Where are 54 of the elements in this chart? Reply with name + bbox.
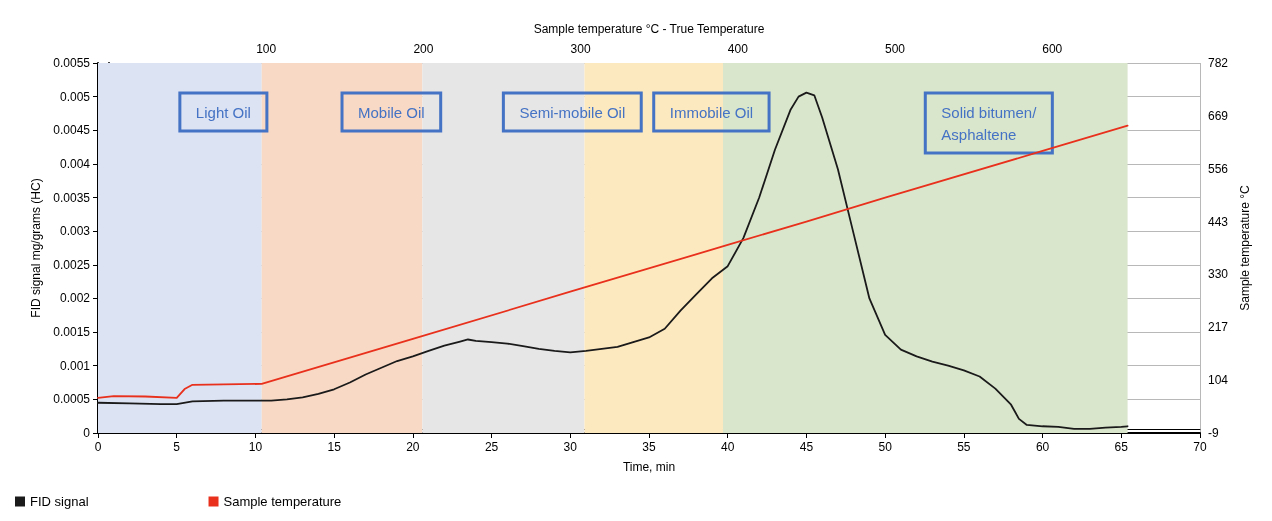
x2-tick-label: 400	[727, 42, 749, 56]
band-label: Immobile Oil	[669, 103, 754, 121]
line-series	[97, 91, 1129, 430]
x-tick-label: 0	[94, 440, 102, 454]
y2-tick-label: 669	[1208, 108, 1229, 123]
x-tick-label: 60	[1035, 440, 1050, 454]
band-label: Semi-mobile Oil	[519, 103, 626, 121]
y2-tick-label: 217	[1208, 320, 1229, 335]
y2-tick-label: 782	[1208, 56, 1229, 70]
y2-tick-label: 104	[1208, 373, 1229, 388]
y-tick-label: 0.0045	[53, 123, 91, 138]
x-tick-label: 55	[957, 440, 971, 454]
x-tick-label: 30	[563, 440, 578, 454]
x-tick-label: 25	[484, 440, 499, 454]
x-tick-label: 15	[327, 440, 342, 454]
x2-axis-title: Sample temperature °C - True Temperature	[533, 22, 765, 36]
y2-tick-label: 330	[1208, 267, 1229, 282]
band-label: Light Oil	[195, 103, 251, 121]
x2-tick-label: 600	[1042, 42, 1063, 56]
band-label: Solid bitumen/ Asphaltene	[941, 103, 1038, 143]
y-tick-label: 0.0015	[53, 325, 91, 340]
y-tick-label: 0.001	[59, 358, 91, 373]
y2-tick-label: 443	[1208, 214, 1229, 229]
y-axis-title: FID signal mg/grams (HC)	[29, 178, 43, 318]
y-tick-label: 0.0005	[53, 392, 91, 407]
x-tick-label: 70	[1193, 440, 1207, 454]
line-series	[97, 124, 1129, 399]
x-tick-label: 35	[642, 440, 656, 454]
x-tick-label: 10	[248, 440, 263, 454]
y-tick-label: 0.005	[59, 89, 91, 104]
y-tick-label: 0.0035	[53, 190, 91, 205]
x-axis-title: Time, min	[622, 460, 676, 474]
y-tick-label: 0.0025	[53, 257, 91, 272]
legend-label: FID signal	[30, 494, 89, 509]
legend-label: Sample temperature	[223, 494, 342, 509]
x-tick-label: 45	[799, 440, 814, 454]
y2-axis-title: Sample temperature °C	[1237, 184, 1252, 311]
band-label: Mobile Oil	[358, 103, 425, 121]
y-tick-label: 0.004	[59, 156, 91, 171]
x-tick-label: 40	[721, 440, 735, 454]
x-tick-label: 5	[173, 440, 181, 454]
y-tick-label: 0.0055	[53, 56, 91, 70]
y-tick-label: 0.002	[59, 291, 91, 306]
y2-tick-label: 556	[1208, 161, 1229, 176]
x2-tick-label: 500	[885, 42, 906, 56]
x2-tick-label: 200	[413, 42, 434, 56]
y2-tick-label: -9	[1208, 426, 1219, 440]
y-tick-label: 0	[83, 426, 91, 440]
x-tick-label: 50	[878, 440, 893, 454]
x2-tick-label: 300	[570, 42, 591, 56]
x-tick-label: 20	[406, 440, 420, 454]
y-tick-label: 0.003	[59, 224, 91, 239]
x-tick-label: 65	[1114, 440, 1129, 454]
x2-tick-label: 100	[256, 42, 277, 56]
